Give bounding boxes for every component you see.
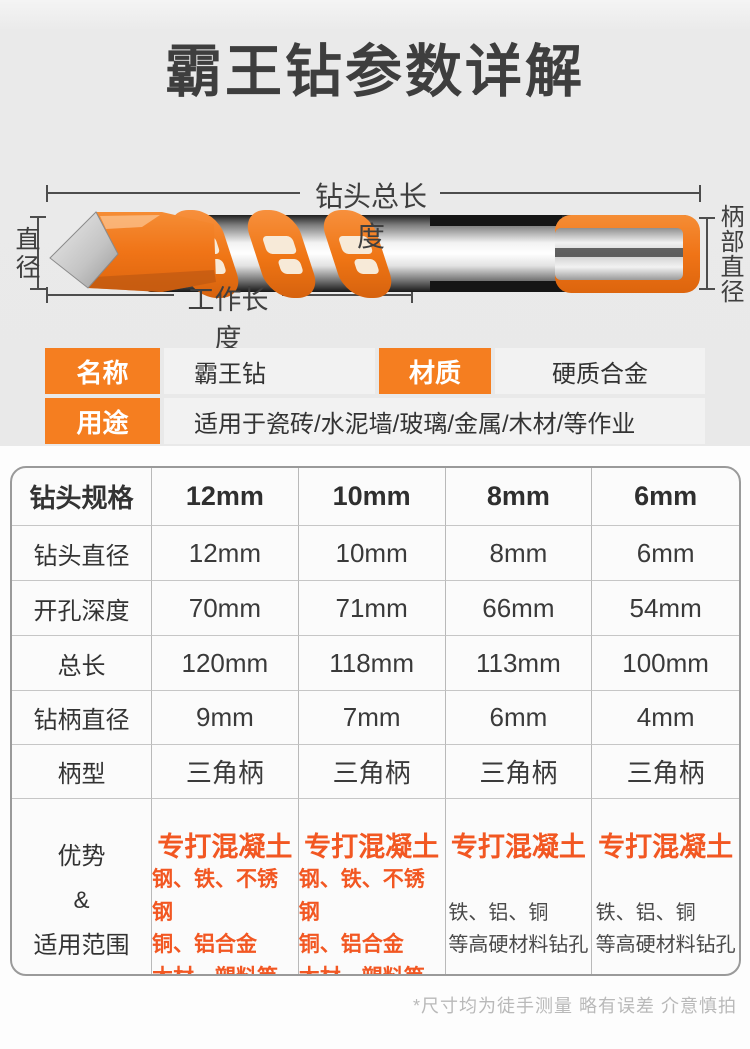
dimension-lines bbox=[30, 185, 715, 303]
drill-shank bbox=[555, 215, 700, 293]
advantage-cell-8mm: 专打混凝土 铁、铝、铜 等高硬材料钻孔 bbox=[446, 799, 593, 974]
spec-value: 9mm bbox=[152, 691, 299, 745]
info-table: 名称 霸王钻 材质 硬质合金 用途 适用于瓷砖/水泥墙/玻璃/金属/木材/等作业 bbox=[45, 348, 705, 448]
spec-value: 三角柄 bbox=[592, 745, 739, 799]
advantage-details: 钢、铁、不锈钢 铜、铝合金 木材、塑料等 bbox=[152, 864, 298, 974]
advantage-details: 铁、铝、铜 等高硬材料钻孔 bbox=[595, 864, 736, 974]
measurement-disclaimer: *尺寸均为徒手测量 略有误差 介意慎拍 bbox=[412, 996, 737, 1016]
spec-header-label: 钻头规格 bbox=[12, 468, 152, 526]
spec-header-6mm: 6mm bbox=[592, 468, 739, 526]
material-value-cell: 硬质合金 bbox=[495, 348, 705, 394]
usage-value-cell: 适用于瓷砖/水泥墙/玻璃/金属/木材/等作业 bbox=[164, 398, 705, 444]
advantage-headline: 专打混凝土 bbox=[304, 832, 440, 862]
advantage-cell-10mm: 专打混凝土 钢、铁、不锈钢 铜、铝合金 木材、塑料等 bbox=[298, 799, 446, 974]
row-label-drill-diameter: 钻头直径 bbox=[12, 526, 152, 581]
advantage-label-line: & bbox=[73, 887, 90, 915]
spec-value: 66mm bbox=[445, 581, 593, 636]
spec-value: 71mm bbox=[298, 581, 446, 636]
spec-header-10mm: 10mm bbox=[298, 468, 446, 526]
advantage-cell-12mm: 专打混凝土 钢、铁、不锈钢 铜、铝合金 木材、塑料等 bbox=[152, 799, 299, 974]
top-gray-section: 霸王钻参数详解 bbox=[0, 0, 750, 446]
spec-value: 4mm bbox=[592, 691, 739, 745]
drill-tip bbox=[49, 211, 216, 292]
spec-value: 7mm bbox=[298, 691, 446, 745]
advantage-line: 钢、铁、不锈钢 bbox=[298, 868, 425, 924]
spec-header-8mm: 8mm bbox=[445, 468, 593, 526]
name-value-cell: 霸王钻 bbox=[164, 348, 375, 394]
spec-value: 10mm bbox=[298, 526, 446, 581]
advantage-label-line: 适用范围 bbox=[33, 931, 130, 959]
advantage-line: 木材、塑料等 bbox=[299, 962, 445, 974]
usage-key-cell: 用途 bbox=[45, 398, 160, 444]
drill-bit-diagram: 钻头总长度 工作长度 直径 柄部直径 bbox=[0, 160, 750, 354]
advantage-line: 铁、铝、铜 bbox=[595, 902, 696, 925]
advantage-headline: 专打混凝土 bbox=[157, 832, 293, 862]
advantage-line: 木材、塑料等 bbox=[152, 962, 298, 974]
row-label-total-length: 总长 bbox=[12, 636, 152, 691]
spec-value: 113mm bbox=[445, 636, 593, 691]
advantage-line: 钢、铁、不锈钢 bbox=[152, 868, 278, 924]
spec-value: 118mm bbox=[298, 636, 446, 691]
advantage-line: 铜、铝合金 bbox=[298, 933, 404, 957]
row-label-hole-depth: 开孔深度 bbox=[12, 581, 152, 636]
spec-value: 70mm bbox=[152, 581, 299, 636]
advantage-line: 等高硬材料钻孔 bbox=[448, 934, 589, 957]
spec-value: 三角柄 bbox=[152, 745, 299, 799]
spec-value: 6mm bbox=[445, 691, 593, 745]
advantage-details: 钢、铁、不锈钢 铜、铝合金 木材、塑料等 bbox=[298, 864, 445, 974]
row-label-shank-type: 柄型 bbox=[12, 745, 152, 799]
row-label-advantage: 优势 & 适用范围 bbox=[12, 799, 152, 974]
row-label-shank-diameter: 钻柄直径 bbox=[12, 691, 152, 745]
advantage-headline: 专打混凝土 bbox=[598, 832, 734, 862]
name-key-cell: 名称 bbox=[45, 348, 160, 394]
drill-bit-illustration bbox=[30, 185, 715, 303]
spec-value: 120mm bbox=[152, 636, 299, 691]
info-row-name-material: 名称 霸王钻 材质 硬质合金 bbox=[45, 348, 705, 394]
advantage-cell-6mm: 专打混凝土 铁、铝、铜 等高硬材料钻孔 bbox=[592, 799, 739, 974]
spec-table: 钻头规格 12mm 10mm 8mm 6mm 钻头直径 12mm 10mm 8m… bbox=[10, 466, 741, 976]
advantage-line: 铜、铝合金 bbox=[152, 933, 257, 957]
spec-value: 8mm bbox=[445, 526, 593, 581]
advantage-label-line: 优势 bbox=[57, 843, 106, 870]
working-length-label: 工作长度 bbox=[187, 285, 269, 354]
advantage-line: 铁、铝、铜 bbox=[448, 902, 549, 925]
material-key-cell: 材质 bbox=[379, 348, 491, 394]
spec-value: 12mm bbox=[152, 526, 299, 581]
diameter-label: 直径 bbox=[12, 226, 40, 282]
spec-value: 100mm bbox=[592, 636, 739, 691]
spec-value: 6mm bbox=[592, 526, 739, 581]
shank-diameter-label: 柄部直径 bbox=[716, 204, 743, 304]
spec-value: 三角柄 bbox=[298, 745, 446, 799]
advantage-line: 等高硬材料钻孔 bbox=[595, 934, 736, 957]
spec-header-12mm: 12mm bbox=[152, 468, 299, 526]
spec-value: 54mm bbox=[592, 581, 739, 636]
page-title: 霸王钻参数详解 bbox=[165, 40, 585, 104]
total-length-label: 钻头总长度 bbox=[314, 181, 427, 252]
advantage-headline: 专打混凝土 bbox=[450, 832, 586, 862]
info-row-usage: 用途 适用于瓷砖/水泥墙/玻璃/金属/木材/等作业 bbox=[45, 398, 705, 444]
advantage-details: 铁、铝、铜 等高硬材料钻孔 bbox=[448, 864, 589, 974]
spec-value: 三角柄 bbox=[445, 745, 593, 799]
